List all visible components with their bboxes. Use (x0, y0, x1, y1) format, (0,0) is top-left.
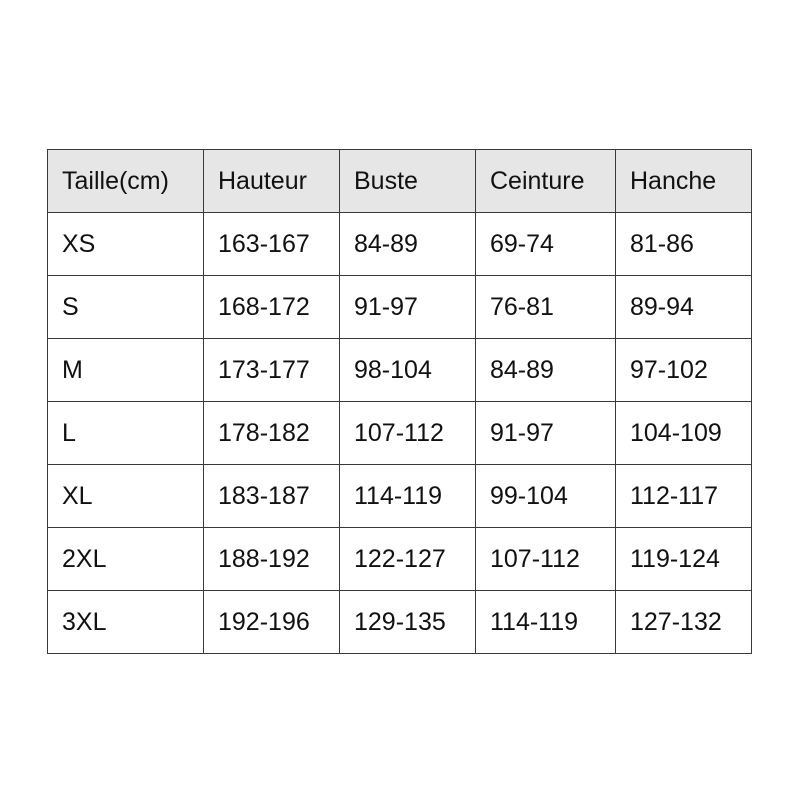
bust-cell: 114-119 (339, 464, 476, 528)
size-cell: 3XL (47, 590, 204, 654)
size-cell: M (47, 338, 204, 402)
hip-cell: 112-117 (615, 464, 752, 528)
hip-cell: 81-86 (615, 212, 752, 276)
header-size: Taille(cm) (47, 149, 204, 213)
header-bust: Buste (339, 149, 476, 213)
height-cell: 192-196 (203, 590, 340, 654)
size-cell: XL (47, 464, 204, 528)
size-cell: XS (47, 212, 204, 276)
table-row: S 168-172 91-97 76-81 89-94 (47, 275, 752, 339)
hip-cell: 119-124 (615, 527, 752, 591)
height-cell: 168-172 (203, 275, 340, 339)
bust-cell: 122-127 (339, 527, 476, 591)
height-cell: 163-167 (203, 212, 340, 276)
size-cell: S (47, 275, 204, 339)
table-row: XS 163-167 84-89 69-74 81-86 (47, 212, 752, 276)
table-row: M 173-177 98-104 84-89 97-102 (47, 338, 752, 402)
bust-cell: 91-97 (339, 275, 476, 339)
waist-cell: 91-97 (475, 401, 616, 465)
height-cell: 173-177 (203, 338, 340, 402)
table-row: 3XL 192-196 129-135 114-119 127-132 (47, 590, 752, 654)
height-cell: 178-182 (203, 401, 340, 465)
hip-cell: 104-109 (615, 401, 752, 465)
header-hip: Hanche (615, 149, 752, 213)
header-waist: Ceinture (475, 149, 616, 213)
bust-cell: 129-135 (339, 590, 476, 654)
waist-cell: 114-119 (475, 590, 616, 654)
table-row: L 178-182 107-112 91-97 104-109 (47, 401, 752, 465)
header-height: Hauteur (203, 149, 340, 213)
height-cell: 183-187 (203, 464, 340, 528)
waist-cell: 84-89 (475, 338, 616, 402)
bust-cell: 84-89 (339, 212, 476, 276)
hip-cell: 97-102 (615, 338, 752, 402)
size-cell: L (47, 401, 204, 465)
waist-cell: 76-81 (475, 275, 616, 339)
height-cell: 188-192 (203, 527, 340, 591)
header-row: Taille(cm) Hauteur Buste Ceinture Hanche (47, 149, 752, 213)
bust-cell: 107-112 (339, 401, 476, 465)
hip-cell: 89-94 (615, 275, 752, 339)
table-row: 2XL 188-192 122-127 107-112 119-124 (47, 527, 752, 591)
size-cell: 2XL (47, 527, 204, 591)
hip-cell: 127-132 (615, 590, 752, 654)
waist-cell: 107-112 (475, 527, 616, 591)
waist-cell: 69-74 (475, 212, 616, 276)
table-row: XL 183-187 114-119 99-104 112-117 (47, 464, 752, 528)
bust-cell: 98-104 (339, 338, 476, 402)
size-chart-table: Taille(cm) Hauteur Buste Ceinture Hanche… (47, 149, 752, 654)
waist-cell: 99-104 (475, 464, 616, 528)
